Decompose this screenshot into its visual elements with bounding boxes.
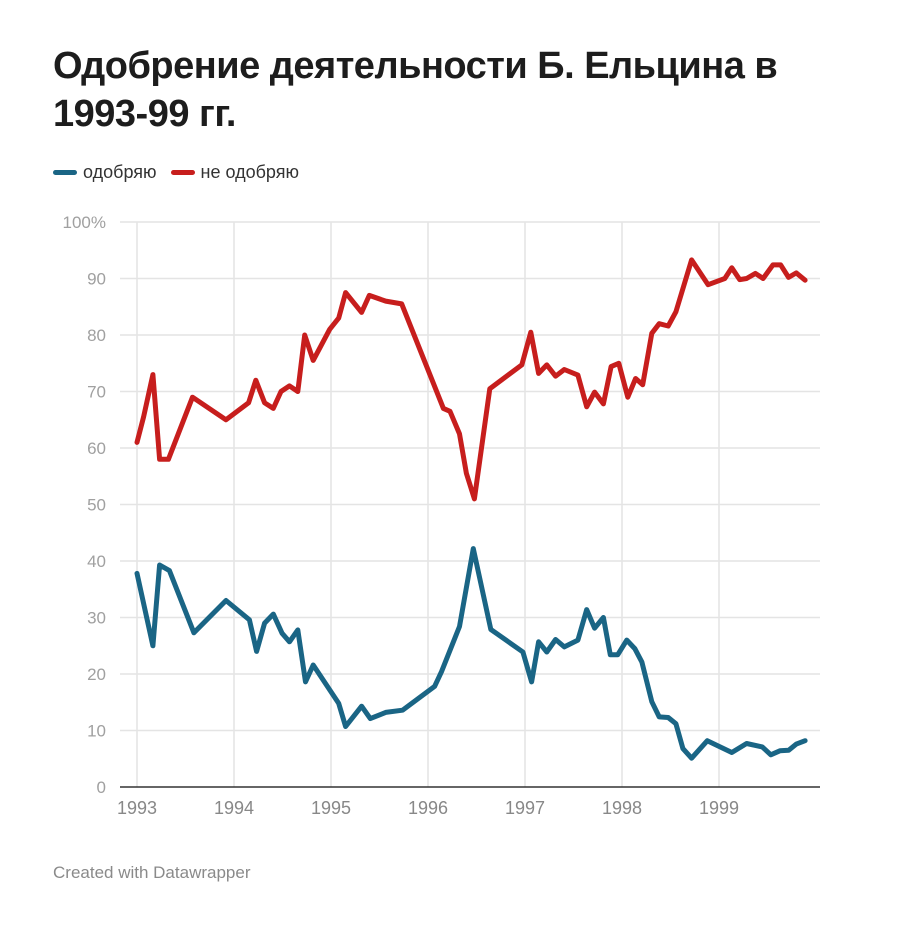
series-line-disapprove: [134, 257, 808, 502]
y-tick-label: 60: [87, 439, 106, 458]
legend-swatch-approve: [53, 170, 77, 175]
legend-swatch-disapprove: [170, 170, 195, 175]
y-tick-label: 50: [87, 496, 106, 515]
x-tick-label: 1993: [117, 798, 157, 818]
legend-item-approve: одобряю: [53, 162, 157, 183]
series-line-approve: [134, 546, 808, 761]
legend-label: не одобряю: [200, 162, 299, 182]
x-tick-label: 1997: [505, 798, 545, 818]
x-tick-label: 1996: [408, 798, 448, 818]
x-tick-label: 1994: [214, 798, 254, 818]
y-tick-label: 20: [87, 665, 106, 684]
y-tick-label: 80: [87, 326, 106, 345]
chart-title: Одобрение деятельности Б. Ельцина в 1993…: [53, 45, 778, 135]
y-tick-label: 100%: [63, 213, 106, 232]
credit-footer: Created with Datawrapper: [53, 863, 251, 882]
y-tick-label: 70: [87, 383, 106, 402]
y-tick-label: 40: [87, 552, 106, 571]
x-tick-label: 1995: [311, 798, 351, 818]
legend-item-disapprove: не одобряю: [170, 162, 299, 183]
y-tick-label: 0: [97, 778, 106, 797]
legend: одобряю не одобряю: [53, 162, 299, 183]
y-tick-label: 10: [87, 722, 106, 741]
x-tick-label: 1999: [699, 798, 739, 818]
y-tick-label: 90: [87, 270, 106, 289]
x-tick-label: 1998: [602, 798, 642, 818]
y-tick-label: 30: [87, 609, 106, 628]
legend-label: одобряю: [83, 162, 157, 182]
